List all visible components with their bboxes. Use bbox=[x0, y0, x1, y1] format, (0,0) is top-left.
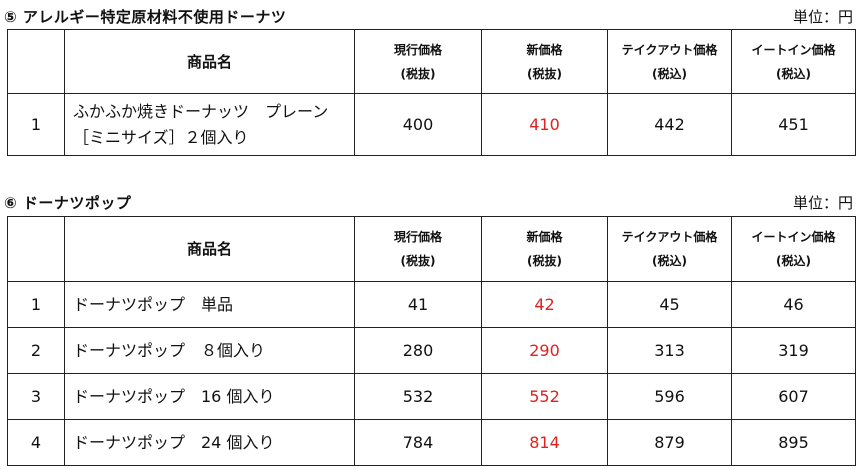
header-no bbox=[7, 29, 65, 94]
new-price: 552 bbox=[481, 373, 608, 420]
takeout-price: 879 bbox=[607, 419, 732, 466]
eatin-price: 607 bbox=[731, 373, 856, 420]
section6-unit: 単位：円 bbox=[792, 194, 853, 212]
new-price: 814 bbox=[481, 419, 608, 466]
product-name: ドーナツポップ 単品 bbox=[64, 281, 355, 328]
header-takeout-price: テイクアウト価格 (税込) bbox=[607, 216, 732, 282]
new-price: 410 bbox=[481, 93, 608, 156]
eatin-price: 895 bbox=[731, 419, 856, 466]
table-row: 4 ドーナツポップ 24 個入り 784 814 879 895 bbox=[7, 419, 856, 466]
header-row: 商品名 現行価格 (税抜) 新価格 (税抜) テイクアウト価格 (税込) イートイン価… bbox=[7, 29, 856, 94]
header-new-price: 新価格 (税抜) bbox=[481, 29, 608, 94]
eatin-price: 46 bbox=[731, 281, 856, 328]
header-eatin-price: イートイン価格 (税込) bbox=[731, 216, 856, 282]
section6-table: 商品名 現行価格 (税抜) 新価格 (税抜) テイクアウト価格 (税込) イートイン価… bbox=[7, 216, 856, 466]
current-price: 532 bbox=[354, 373, 482, 420]
row-number: 2 bbox=[7, 327, 65, 374]
table-row: 1 ふかふか焼きドーナッツ プレーン ［ミニサイズ］２個入り 400 410 44… bbox=[7, 93, 856, 156]
eatin-price: 451 bbox=[731, 93, 856, 156]
table-row: 1 ドーナツポップ 単品 41 42 45 46 bbox=[7, 281, 856, 328]
header-eatin-price: イートイン価格 (税込) bbox=[731, 29, 856, 94]
current-price: 784 bbox=[354, 419, 482, 466]
takeout-price: 45 bbox=[607, 281, 732, 328]
new-price: 42 bbox=[481, 281, 608, 328]
product-name: ドーナツポップ 24 個入り bbox=[64, 419, 355, 466]
row-number: 1 bbox=[7, 281, 65, 328]
takeout-price: 596 bbox=[607, 373, 732, 420]
header-takeout-price: テイクアウト価格 (税込) bbox=[607, 29, 732, 94]
header-no bbox=[7, 216, 65, 282]
header-name: 商品名 bbox=[64, 216, 355, 282]
section5-title: ⑤ アレルギー特定原材料不使用ドーナツ bbox=[4, 8, 287, 26]
table-row: 2 ドーナツポップ ８個入り 280 290 313 319 bbox=[7, 327, 856, 374]
section5-unit: 単位：円 bbox=[792, 8, 853, 26]
new-price: 290 bbox=[481, 327, 608, 374]
product-name: ふかふか焼きドーナッツ プレーン ［ミニサイズ］２個入り bbox=[64, 93, 355, 156]
product-name: ドーナツポップ 16 個入り bbox=[64, 373, 355, 420]
current-price: 41 bbox=[354, 281, 482, 328]
product-name: ドーナツポップ ８個入り bbox=[64, 327, 355, 374]
current-price: 280 bbox=[354, 327, 482, 374]
header-new-price: 新価格 (税抜) bbox=[481, 216, 608, 282]
header-current-price: 現行価格 (税抜) bbox=[354, 29, 482, 94]
table-row: 3 ドーナツポップ 16 個入り 532 552 596 607 bbox=[7, 373, 856, 420]
header-row: 商品名 現行価格 (税抜) 新価格 (税抜) テイクアウト価格 (税込) イートイン価… bbox=[7, 216, 856, 282]
header-current-price: 現行価格 (税抜) bbox=[354, 216, 482, 282]
header-name: 商品名 bbox=[64, 29, 355, 94]
row-number: 4 bbox=[7, 419, 65, 466]
takeout-price: 442 bbox=[607, 93, 732, 156]
takeout-price: 313 bbox=[607, 327, 732, 374]
current-price: 400 bbox=[354, 93, 482, 156]
eatin-price: 319 bbox=[731, 327, 856, 374]
section6-title: ⑥ ドーナツポップ bbox=[4, 194, 132, 212]
row-number: 3 bbox=[7, 373, 65, 420]
section5-table: 商品名 現行価格 (税抜) 新価格 (税抜) テイクアウト価格 (税込) イートイン価… bbox=[7, 29, 856, 156]
row-number: 1 bbox=[7, 93, 65, 156]
